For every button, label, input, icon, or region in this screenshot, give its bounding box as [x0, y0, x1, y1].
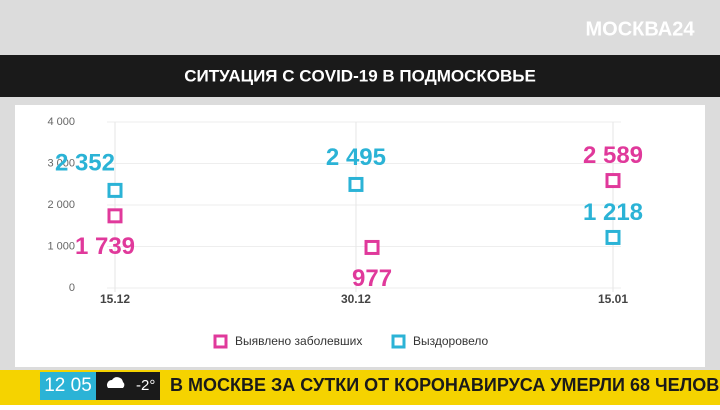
chart-card [15, 105, 705, 367]
legend-swatch [391, 334, 406, 349]
clock-box [40, 372, 96, 400]
headline: В МОСКВЕ ЗА СУТКИ ОТ КОРОНАВИРУСА УМЕРЛИ… [170, 375, 720, 395]
legend-label: Выздоровело [413, 334, 489, 348]
temperature: -2° [136, 377, 155, 394]
data-label: 1 739 [75, 233, 135, 260]
y-tick-label: 1 000 [47, 240, 75, 252]
point-marker [107, 182, 123, 198]
y-tick-label: 2 000 [47, 199, 75, 211]
point-marker [605, 173, 621, 189]
point-marker [605, 229, 621, 245]
data-label: 1 218 [583, 199, 643, 226]
chart-title: СИТУАЦИЯ С COVID-19 В ПОДМОСКОВЬЕ [184, 66, 536, 85]
x-tick-label: 15.01 [598, 292, 628, 306]
point-marker [364, 239, 380, 255]
data-label: 2 352 [55, 150, 115, 177]
point-marker [107, 208, 123, 224]
clock: 12 05 [44, 375, 92, 396]
legend-swatch [213, 334, 228, 349]
point-marker [348, 176, 364, 192]
weather-icon [107, 377, 125, 388]
x-tick-label: 15.12 [100, 292, 130, 306]
data-label: 2 589 [583, 142, 643, 169]
weather-box [96, 372, 160, 400]
y-tick-label: 3 000 [47, 157, 75, 169]
y-tick-label: 0 [69, 282, 75, 294]
y-tick-label: 4 000 [47, 116, 75, 128]
x-tick-label: 30.12 [341, 292, 371, 306]
legend-label: Выявлено заболевших [235, 334, 362, 348]
data-label: 2 495 [326, 144, 386, 171]
plot: 0 1 000 2 000 3 000 4 000 15.12 30.12 15.01 1 73… [47, 116, 643, 349]
data-label: 977 [352, 265, 392, 292]
title-banner [0, 55, 720, 97]
channel-logo: МОСКВА24 [585, 18, 695, 40]
